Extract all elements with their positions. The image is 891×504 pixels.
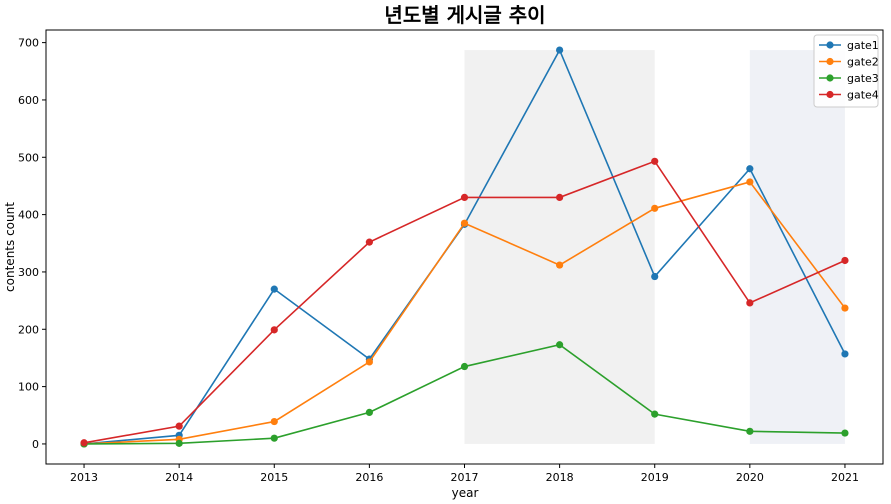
- shaded-regions: [464, 50, 845, 444]
- data-point: [841, 429, 849, 437]
- x-tick-label: 2017: [451, 471, 479, 484]
- data-point: [556, 341, 564, 349]
- y-tick-label: 700: [18, 37, 39, 50]
- y-tick-label: 0: [32, 438, 39, 451]
- data-point: [460, 219, 469, 227]
- y-tick-label: 500: [18, 151, 39, 164]
- y-tick-label: 400: [18, 209, 39, 222]
- legend: gate1 gate2 gate3 gate4: [813, 34, 879, 108]
- data-point: [270, 285, 278, 293]
- series-gate4: [80, 157, 849, 447]
- data-point: [365, 238, 373, 246]
- data-point: [556, 193, 564, 202]
- data-point: [746, 178, 754, 186]
- legend-marker: [826, 57, 834, 66]
- x-tick-label: 2014: [165, 471, 193, 484]
- data-point: [746, 427, 754, 435]
- data-point: [80, 439, 88, 447]
- series-lines: [80, 46, 849, 448]
- legend-label: gate3: [847, 72, 879, 85]
- data-point: [270, 326, 278, 334]
- data-point: [651, 157, 659, 165]
- data-point: [556, 46, 564, 54]
- shaded-region-2: [749, 50, 845, 444]
- legend-label: gate4: [847, 89, 879, 102]
- x-tick-label: 2015: [260, 471, 288, 484]
- data-point: [365, 408, 373, 417]
- x-tick-label: 2019: [641, 471, 669, 484]
- y-axis-label: contents count: [3, 202, 17, 292]
- y-tick-label: 200: [18, 323, 39, 336]
- data-point: [460, 362, 469, 371]
- legend-marker: [826, 90, 834, 99]
- data-point: [841, 350, 849, 358]
- x-tick-label: 2018: [546, 471, 574, 484]
- shaded-region-1: [464, 50, 655, 444]
- data-point: [175, 439, 183, 447]
- data-point: [651, 272, 659, 281]
- legend-label: gate2: [847, 56, 879, 69]
- data-point: [841, 304, 849, 312]
- x-tick-label: 2021: [831, 471, 859, 484]
- legend-marker: [826, 74, 834, 82]
- data-point: [460, 193, 469, 202]
- data-point: [746, 165, 754, 173]
- series-gate3: [80, 341, 849, 448]
- x-tick-label: 2016: [355, 471, 383, 484]
- x-tick-label: 2020: [736, 471, 764, 484]
- chart-title: 년도별 게시글 추이: [384, 3, 545, 27]
- data-point: [365, 358, 373, 366]
- data-point: [651, 204, 659, 212]
- data-point: [175, 422, 183, 430]
- x-tick-label: 2013: [70, 471, 98, 484]
- series-gate2: [80, 178, 849, 448]
- data-point: [270, 417, 278, 426]
- y-tick-label: 600: [18, 94, 39, 107]
- axes: 2013 2014 2015 2016 2017 2018 2019 2020 2021 0 100…: [18, 37, 859, 484]
- data-point: [746, 299, 754, 307]
- data-point: [651, 410, 659, 418]
- legend-label: gate1: [847, 39, 879, 52]
- y-tick-label: 300: [18, 266, 39, 279]
- legend-marker: [826, 41, 834, 49]
- x-axis-label: year: [452, 486, 479, 500]
- data-point: [841, 256, 849, 265]
- y-tick-label: 100: [18, 381, 39, 394]
- data-point: [270, 434, 278, 442]
- data-point: [556, 261, 564, 269]
- legend-box: [813, 34, 879, 108]
